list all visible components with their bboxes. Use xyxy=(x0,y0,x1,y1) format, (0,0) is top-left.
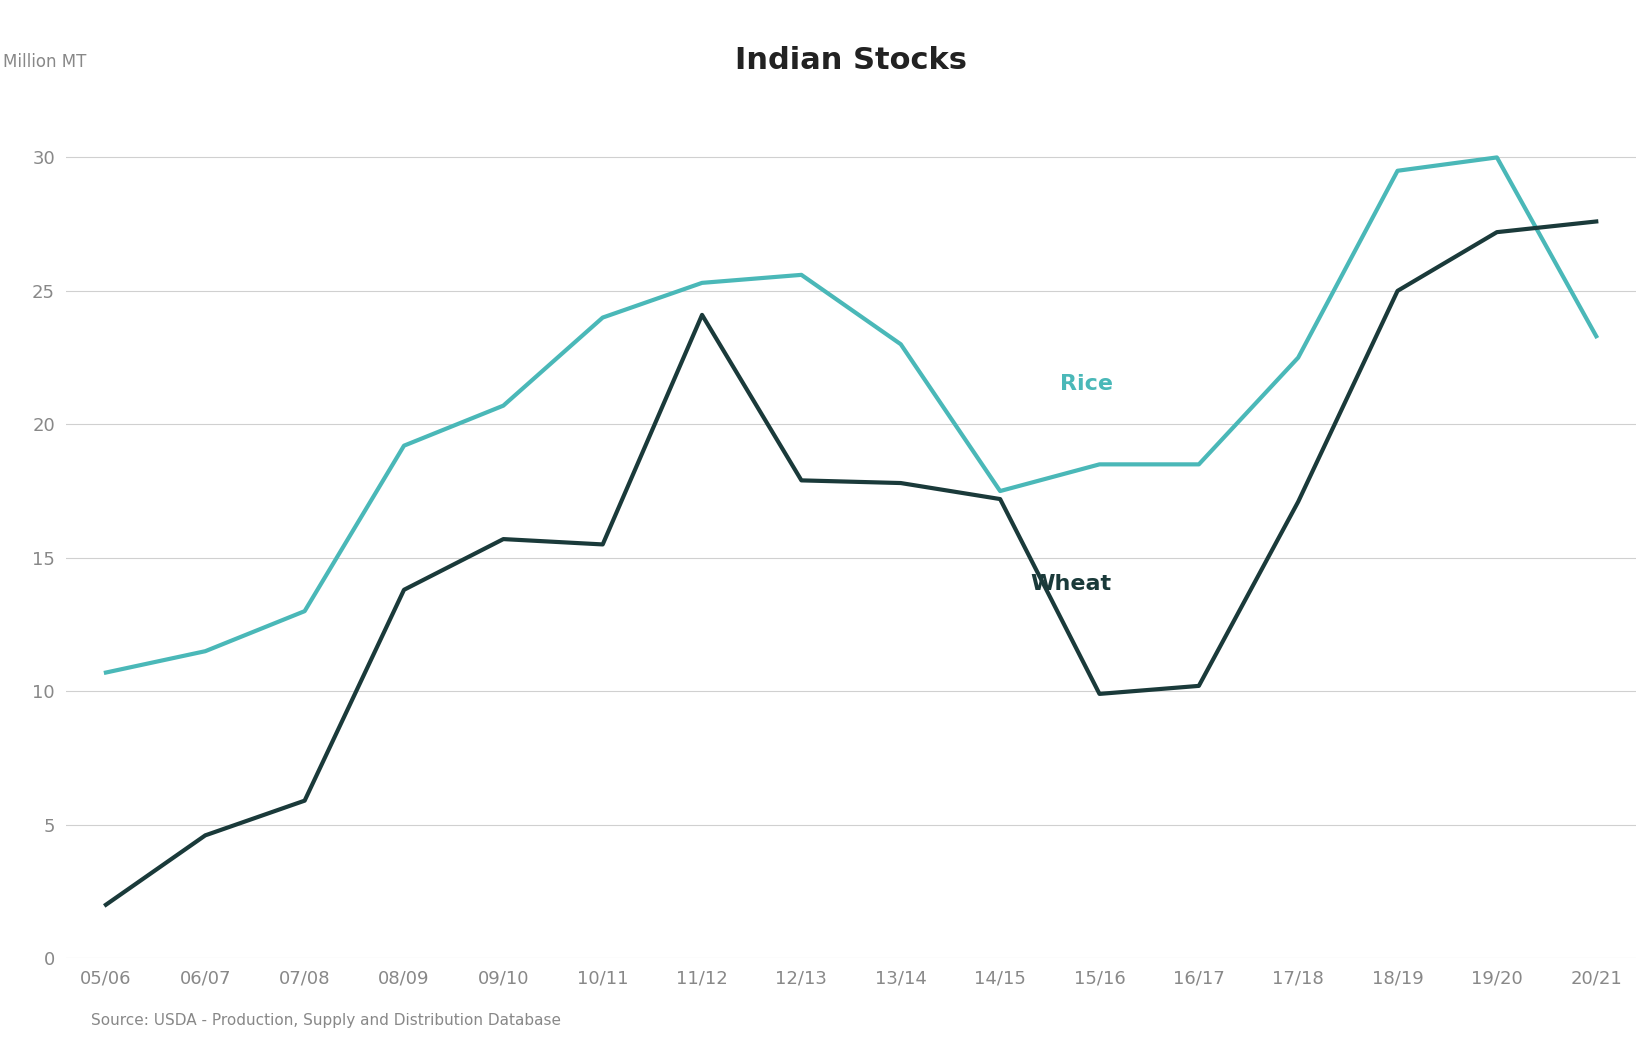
Text: Wheat: Wheat xyxy=(1030,574,1111,594)
Title: Indian Stocks: Indian Stocks xyxy=(735,46,967,75)
Text: Source: USDA - Production, Supply and Distribution Database: Source: USDA - Production, Supply and Di… xyxy=(91,1014,561,1028)
Text: Rice: Rice xyxy=(1060,375,1113,395)
Text: Million MT: Million MT xyxy=(3,53,88,71)
